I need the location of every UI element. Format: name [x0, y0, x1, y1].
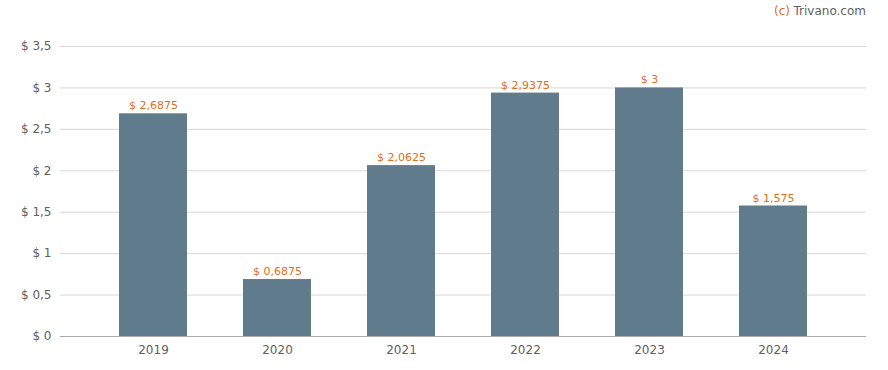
svg-text:2024: 2024 — [758, 343, 789, 357]
svg-text:$ 1,575: $ 1,575 — [753, 192, 795, 205]
svg-text:$ 3: $ 3 — [32, 81, 51, 95]
svg-text:$ 1,5: $ 1,5 — [21, 205, 52, 219]
svg-text:$ 2,6875: $ 2,6875 — [129, 99, 178, 112]
svg-text:$ 2: $ 2 — [32, 164, 51, 178]
svg-text:$ 2,5: $ 2,5 — [21, 122, 52, 136]
html-text:(c) Trivano.com: (c) Trivano.com — [774, 4, 866, 18]
svg-text:2021: 2021 — [386, 343, 417, 357]
svg-text:2022: 2022 — [510, 343, 541, 357]
svg-text:$ 2,9375: $ 2,9375 — [501, 79, 550, 92]
svg-text:2019: 2019 — [138, 343, 169, 357]
svg-text:$ 1: $ 1 — [32, 246, 51, 260]
svg-text:$ 2,0625: $ 2,0625 — [377, 151, 426, 164]
svg-text:2023: 2023 — [634, 343, 665, 357]
svg-text:$ 3: $ 3 — [641, 73, 659, 86]
svg-text:$ 0,6875: $ 0,6875 — [253, 265, 302, 278]
svg-text:$ 3,5: $ 3,5 — [21, 39, 52, 53]
svg-text:$ 0: $ 0 — [32, 329, 51, 343]
svg-text:$ 0,5: $ 0,5 — [21, 288, 52, 302]
svg-text:2020: 2020 — [262, 343, 293, 357]
